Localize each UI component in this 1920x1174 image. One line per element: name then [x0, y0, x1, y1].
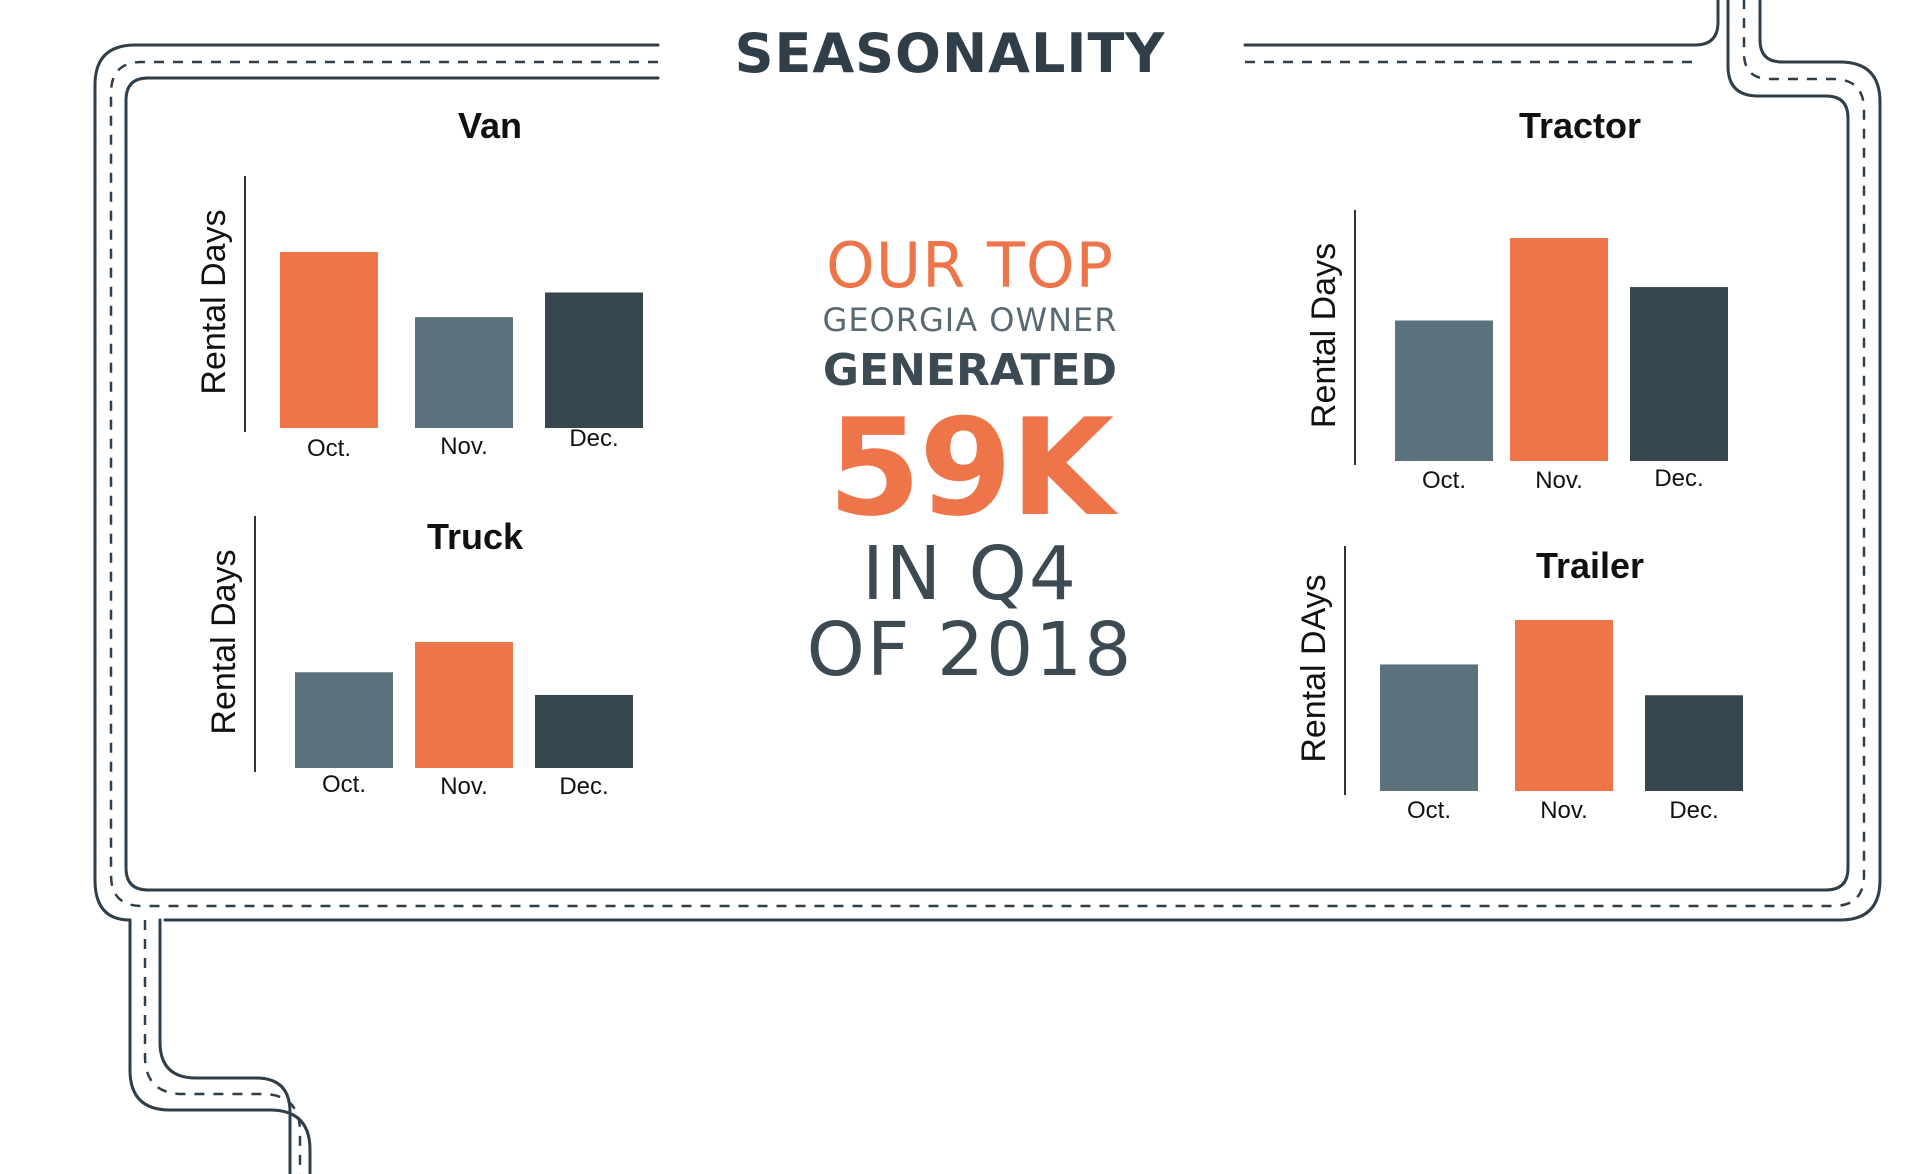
hero-line-59k: 59K [827, 390, 1114, 546]
chart-title: Truck [427, 516, 524, 557]
x-tick-label: Dec. [1654, 465, 1703, 492]
x-tick-label: Oct. [1407, 797, 1451, 824]
bar-nov [1510, 238, 1608, 461]
y-axis-label: Rental Days [195, 209, 233, 394]
chart-trailer: Trailer Rental DAys Oct. Nov. Dec. [1290, 545, 1810, 836]
chart-truck: Truck Rental Days Oct. Nov. Dec. [190, 516, 690, 816]
bar-dec [545, 292, 643, 428]
bar-oct [1380, 664, 1478, 791]
bar-dec [1630, 287, 1728, 461]
chart-van-svg: Van Rental Days Oct. Nov. Dec. [195, 105, 643, 462]
y-axis-label: Rental Days [1305, 243, 1343, 428]
road-inner-edge [124, 0, 1850, 892]
x-tick-label: Oct. [1422, 467, 1466, 494]
x-tick-label: Nov. [440, 773, 488, 800]
y-axis-label: Rental Days [205, 549, 243, 734]
bar-nov [415, 642, 513, 768]
hero-callout: OUR TOP GEORGIA OWNER GENERATED 59K IN Q… [760, 229, 1180, 693]
hero-line-of-2018: OF 2018 [806, 607, 1134, 693]
chart-van: Van Rental Days Oct. Nov. Dec. [190, 105, 690, 476]
x-tick-label: Nov. [1535, 467, 1583, 494]
y-axis-label: Rental DAys [1295, 574, 1333, 762]
chart-tractor: Tractor Rental Days Oct. Nov. Dec. [1300, 105, 1820, 506]
chart-truck-svg: Truck Rental Days Oct. Nov. Dec. [205, 516, 633, 800]
hero-line-in-q4: IN Q4 [861, 531, 1079, 617]
bar-dec [1645, 695, 1743, 791]
hero-line-generated: GENERATED [822, 345, 1118, 396]
chart-trailer-svg: Trailer Rental DAys Oct. Nov. Dec. [1295, 545, 1743, 824]
page-title: SEASONALITY [734, 22, 1166, 85]
bar-oct [1395, 320, 1493, 461]
hero-line-georgia-owner: GEORGIA OWNER [822, 301, 1118, 339]
x-tick-label: Dec. [1669, 797, 1718, 824]
bar-dec [535, 694, 633, 768]
chart-title: Trailer [1536, 545, 1644, 586]
bar-oct [295, 672, 393, 768]
x-tick-label: Dec. [569, 425, 618, 452]
bar-nov [1515, 620, 1613, 791]
road-inner-edge-lower [158, 918, 292, 1174]
chart-title: Van [458, 105, 522, 146]
x-tick-label: Oct. [307, 435, 351, 462]
x-tick-label: Oct. [322, 771, 366, 798]
chart-title: Tractor [1519, 105, 1641, 146]
hero-line-our-top: OUR TOP [825, 229, 1115, 302]
chart-tractor-svg: Tractor Rental Days Oct. Nov. Dec. [1305, 105, 1728, 494]
bar-oct [280, 252, 378, 428]
road-center-line-lower [143, 920, 302, 1174]
x-tick-label: Nov. [440, 433, 488, 460]
x-tick-label: Nov. [1540, 797, 1588, 824]
bar-nov [415, 317, 513, 428]
x-tick-label: Dec. [559, 773, 608, 800]
